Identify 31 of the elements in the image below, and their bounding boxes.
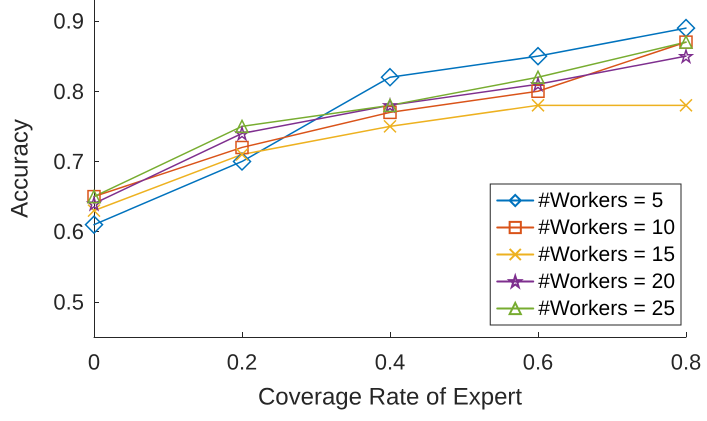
x-tick-label: 0.4 xyxy=(374,350,406,374)
point xyxy=(383,106,397,120)
y-tick-label: 0.7 xyxy=(53,148,84,174)
y-tick-label: 0.6 xyxy=(53,219,84,244)
point xyxy=(531,84,545,98)
point xyxy=(380,68,400,86)
x-tick-label: 0.8 xyxy=(670,350,702,374)
x-tick-label: 0 xyxy=(88,350,100,374)
point xyxy=(679,98,693,112)
point xyxy=(235,140,249,154)
point xyxy=(528,46,548,66)
y-axis-title: Accuracy xyxy=(6,119,34,218)
x-tick-label: 0.2 xyxy=(226,350,258,374)
x-tick-label: 0.6 xyxy=(522,350,554,374)
y-tick-label: 0.9 xyxy=(53,8,84,34)
legend-label: #Workers = 25 xyxy=(538,297,676,320)
y-tick-label: 0.5 xyxy=(53,289,84,314)
point xyxy=(383,120,397,134)
point xyxy=(531,98,545,112)
legend-label: #Workers = 20 xyxy=(538,270,676,293)
point xyxy=(87,196,101,210)
legend-label: #Workers = 10 xyxy=(538,216,676,239)
x-axis-title: Coverage Rate of Expert xyxy=(258,384,522,410)
point xyxy=(679,49,693,63)
legend-label: #Workers = 15 xyxy=(538,243,676,266)
point xyxy=(232,152,252,171)
legend-label: #Workers = 5 xyxy=(538,189,664,212)
point xyxy=(676,18,696,38)
y-tick-label: 0.8 xyxy=(53,78,84,104)
point xyxy=(84,215,104,234)
point xyxy=(87,204,101,218)
